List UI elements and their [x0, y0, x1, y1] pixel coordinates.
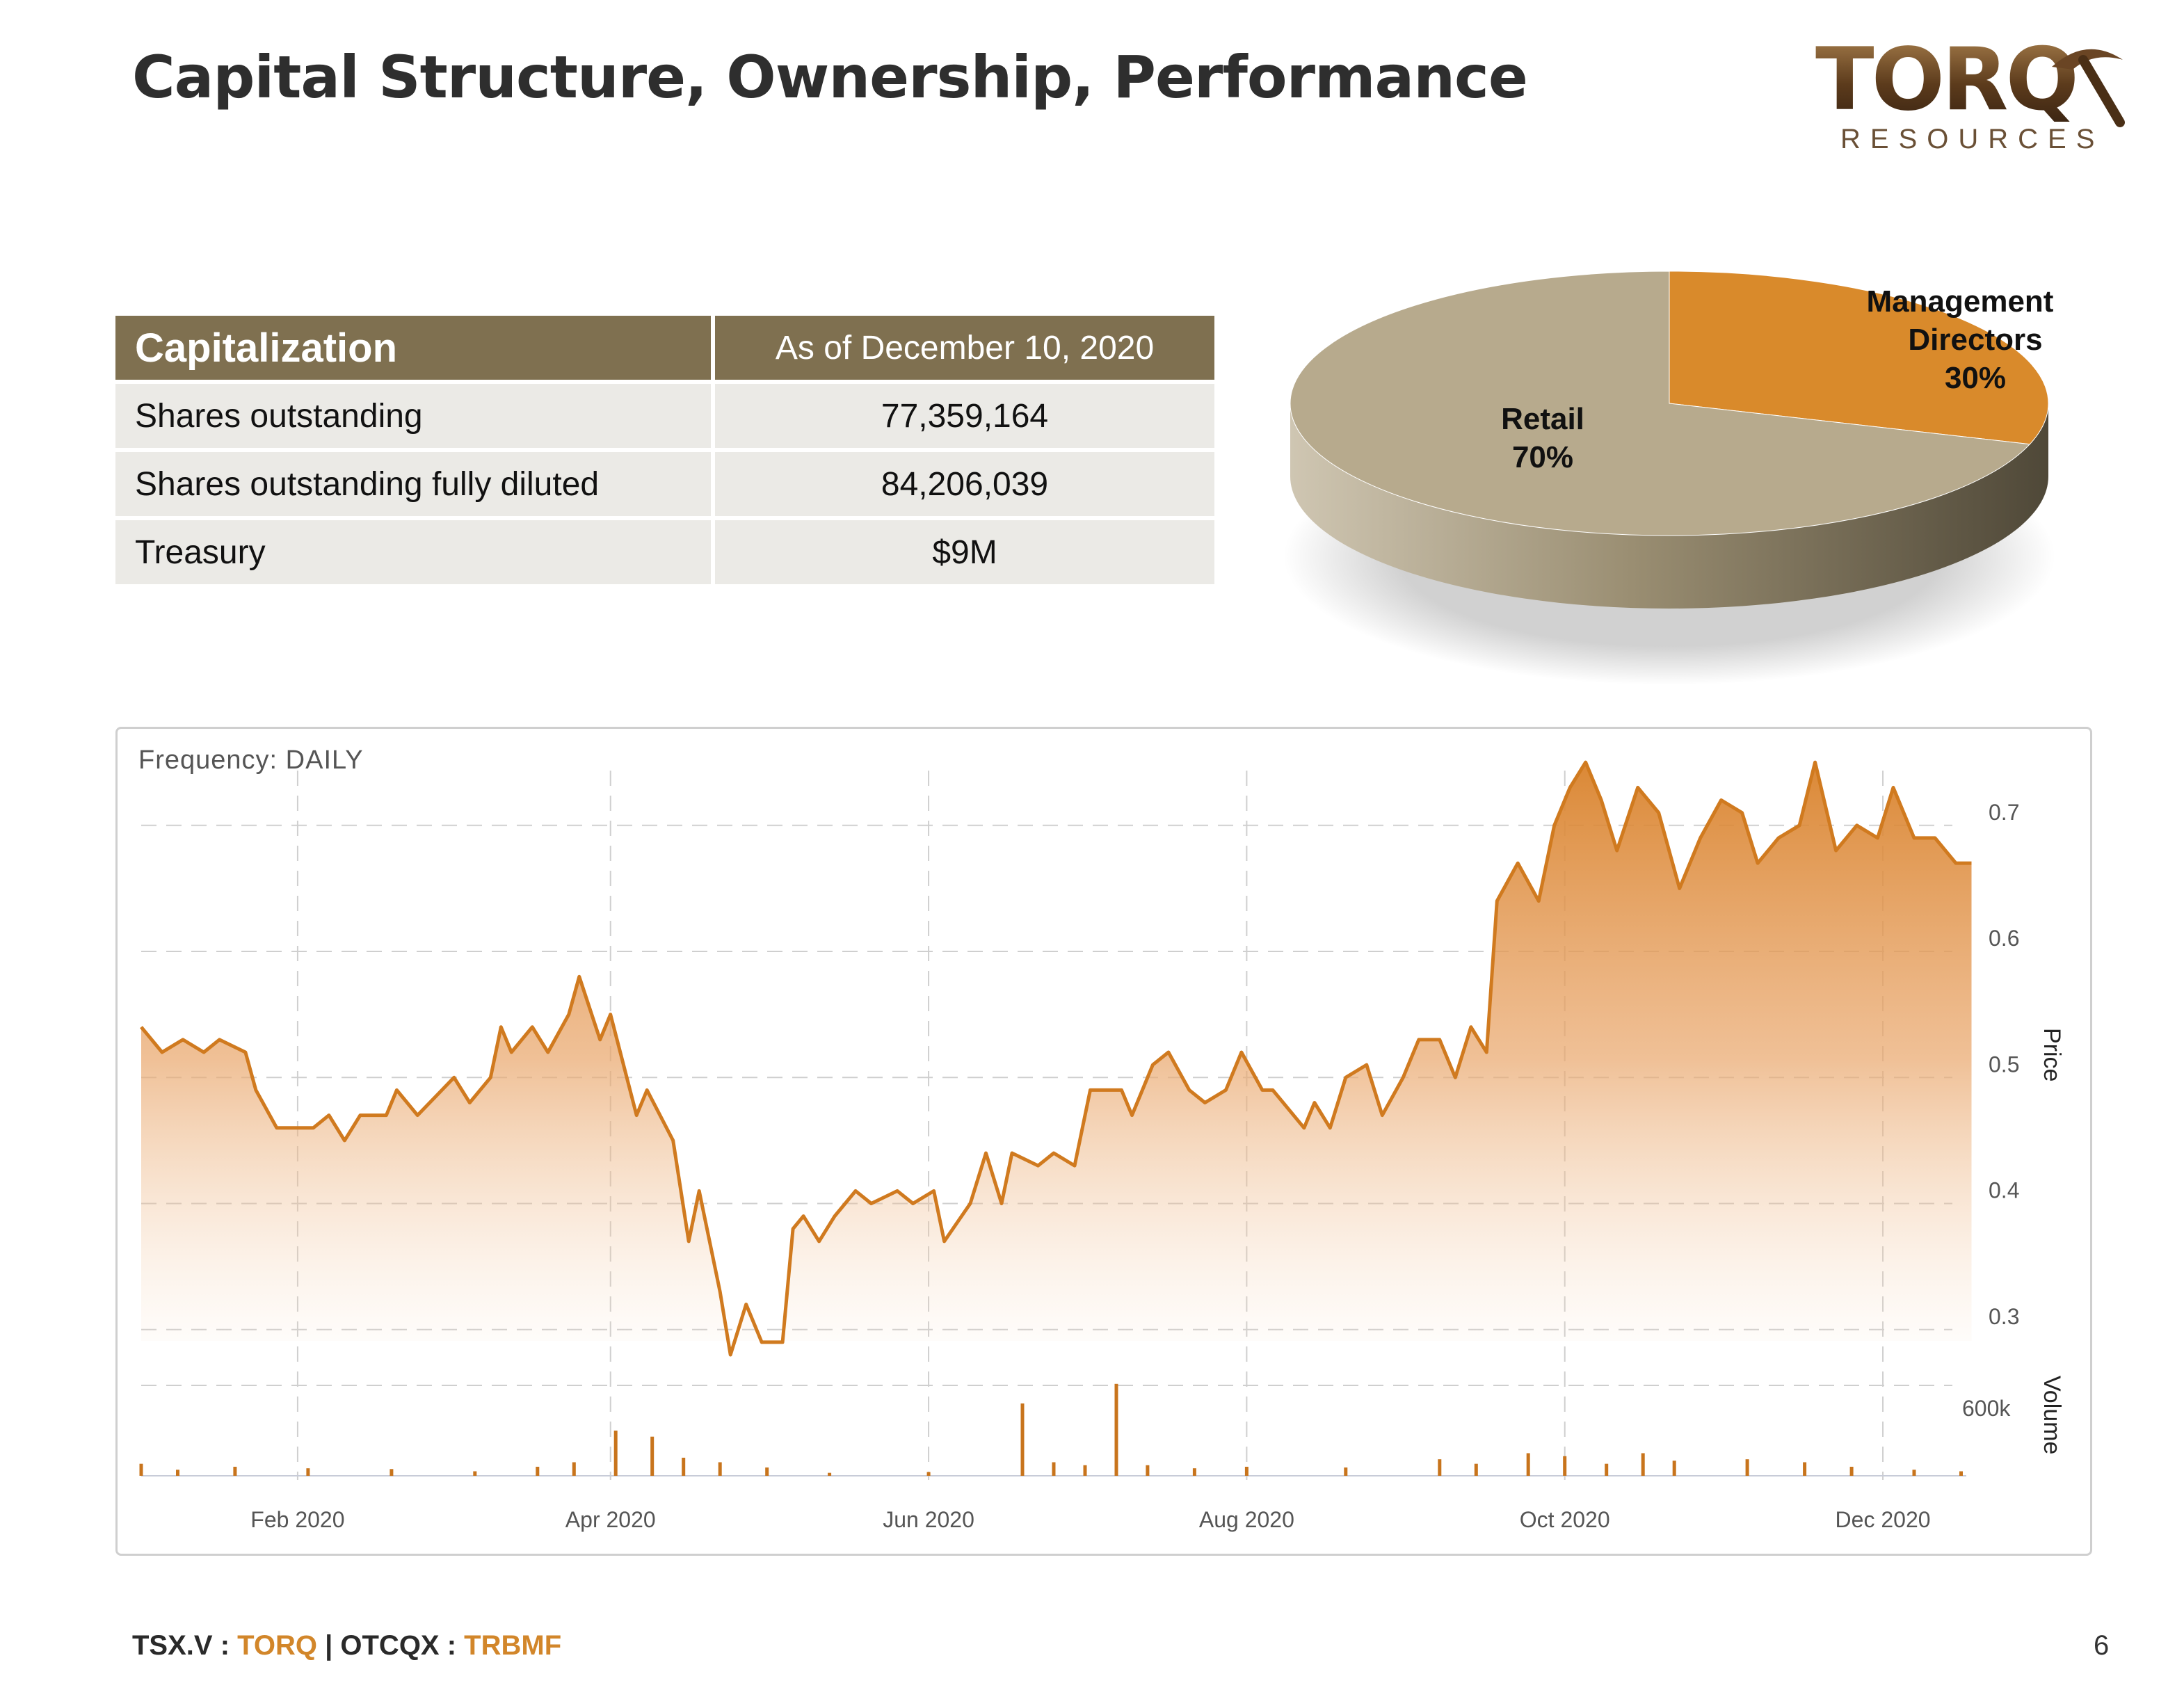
stock-chart-panel: Frequency: DAILY 0.7 0.6 0.5 0.4 0.3 600k Feb …: [115, 727, 2092, 1556]
volume-bar: [765, 1467, 769, 1476]
frequency-label: Frequency: DAILY: [138, 746, 364, 775]
pickaxe-icon: [2052, 49, 2125, 127]
x-tick-label: Oct 2020: [1520, 1507, 1610, 1532]
pie-slice-retail: [1290, 271, 2031, 536]
company-logo: TORQ RESOURCES: [1815, 35, 2135, 160]
price-tick-label: 0.6: [1989, 926, 2019, 951]
volume-bar: [176, 1470, 179, 1476]
x-tick-label: Aug 2020: [1199, 1507, 1294, 1532]
footer-ticker-trbmf: TRBMF: [464, 1630, 562, 1661]
slice-label-retail: Retail: [1501, 402, 1584, 436]
row-label: Shares outstanding: [115, 384, 715, 448]
volume-bar: [233, 1467, 237, 1476]
volume-bar: [1438, 1459, 1442, 1476]
volume-bar: [1745, 1459, 1749, 1476]
price-axis-label: Price: [2039, 1028, 2065, 1081]
logo-wordmark: TORQ: [1815, 30, 2079, 130]
volume-bar: [718, 1462, 722, 1476]
page-number: 6: [2094, 1630, 2110, 1661]
volume-bar: [1959, 1471, 1963, 1476]
volume-bar: [572, 1462, 576, 1476]
capitalization-table: Capitalization As of December 10, 2020 S…: [115, 312, 1214, 588]
volume-bar: [1114, 1383, 1118, 1476]
x-tick-label: Jun 2020: [883, 1507, 974, 1532]
table-header-label: Capitalization: [115, 316, 715, 380]
price-tick-label: 0.7: [1989, 800, 2019, 825]
volume-bar: [1146, 1465, 1150, 1476]
row-label: Shares outstanding fully diluted: [115, 452, 715, 516]
volume-bar: [139, 1463, 143, 1476]
slice-label-management: Directors: [1908, 323, 2042, 357]
volume-bar: [682, 1458, 686, 1476]
volume-bar: [390, 1469, 394, 1476]
volume-bar: [1526, 1453, 1530, 1476]
volume-bar: [1641, 1453, 1645, 1476]
footer-ticker-torq: TORQ: [237, 1630, 317, 1661]
logo-subtitle: RESOURCES: [1840, 124, 2105, 154]
volume-bar: [613, 1431, 618, 1476]
table-row: Shares outstanding 77,359,164: [115, 384, 1214, 448]
volume-bar: [1803, 1462, 1807, 1476]
row-value: $9M: [715, 520, 1214, 584]
table-header-row: Capitalization As of December 10, 2020: [115, 316, 1214, 380]
volume-bar: [1605, 1463, 1609, 1476]
volume-bar: [828, 1472, 832, 1476]
volume-axis-label: Volume: [2039, 1376, 2065, 1454]
volume-bar: [473, 1471, 477, 1476]
volume-bar: [1192, 1468, 1196, 1476]
volume-bar: [1672, 1460, 1676, 1476]
footer-exchange-otcqx: | OTCQX :: [316, 1630, 465, 1661]
table-row: Shares outstanding fully diluted 84,206,…: [115, 452, 1214, 516]
table-header-date: As of December 10, 2020: [715, 316, 1214, 380]
volume-bar: [1244, 1467, 1248, 1476]
price-line: [140, 760, 1972, 1357]
x-tick-label: Feb 2020: [250, 1507, 344, 1532]
price-tick-label: 0.3: [1989, 1304, 2019, 1329]
row-value: 77,359,164: [715, 384, 1214, 448]
x-tick-label: Apr 2020: [565, 1507, 656, 1532]
x-tick-label: Dec 2020: [1836, 1507, 1931, 1532]
page-title: Capital Structure, Ownership, Performanc…: [132, 43, 1528, 111]
volume-bar: [536, 1467, 540, 1476]
price-tick-label: 0.5: [1989, 1052, 2019, 1077]
volume-bar: [650, 1436, 655, 1476]
slice-label-management: Management &: [1867, 284, 2059, 319]
volume-bar: [1052, 1462, 1056, 1476]
slice-label-retail-percent: 70%: [1512, 440, 1573, 474]
volume-tick-label: 600k: [1962, 1396, 2011, 1421]
volume-bar: [1083, 1465, 1087, 1476]
volume-bar: [1344, 1467, 1348, 1476]
row-label: Treasury: [115, 520, 715, 584]
pie-slice-management-directors: [1669, 271, 2049, 445]
ownership-pie-chart: Management & Directors 30% Retail 70%: [1283, 271, 2059, 685]
volume-bar: [926, 1472, 931, 1476]
volume-bar: [1474, 1463, 1478, 1476]
footer-exchange-tsxv: TSX.V :: [132, 1630, 238, 1661]
price-area: [141, 762, 1972, 1355]
stock-chart: 0.7 0.6 0.5 0.4 0.3 600k Feb 2020 Apr 2020 Jun 2…: [139, 760, 2065, 1532]
slice-label-management-percent: 30%: [1945, 361, 2006, 395]
row-value: 84,206,039: [715, 452, 1214, 516]
price-tick-label: 0.4: [1989, 1178, 2019, 1203]
volume-bar: [1563, 1456, 1567, 1476]
volume-bar: [1912, 1470, 1916, 1476]
volume-bar: [306, 1468, 310, 1476]
table-row: Treasury $9M: [115, 520, 1214, 584]
volume-bar: [1020, 1403, 1025, 1476]
volume-bar: [1849, 1467, 1854, 1476]
footer-tickers: TSX.V : TORQ | OTCQX : TRBMF: [132, 1630, 561, 1661]
